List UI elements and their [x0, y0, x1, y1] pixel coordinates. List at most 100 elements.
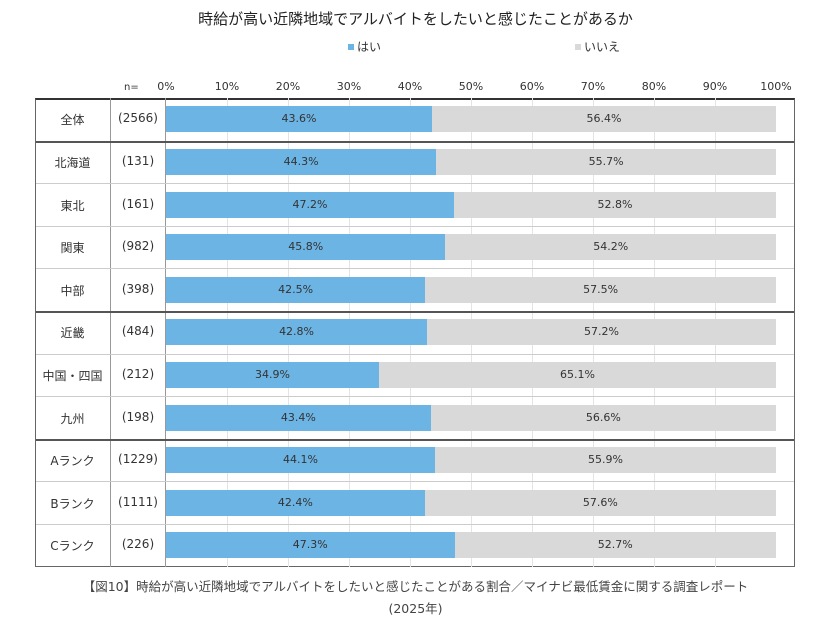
bar-no: [378, 361, 776, 388]
category-label: Bランク: [50, 496, 95, 511]
bar-yes: [166, 106, 432, 133]
chart-title: 時給が高い近隣地域でアルバイトをしたいと感じたことがあるか: [198, 10, 633, 28]
data-label: 52.8%: [597, 197, 633, 211]
data-label: 44.3%: [283, 154, 319, 168]
bar-yes: [166, 532, 455, 559]
sample-size: (161): [121, 196, 155, 211]
bar-no: [431, 106, 776, 133]
bar-yes: [166, 148, 437, 175]
data-label: 43.4%: [280, 410, 316, 424]
legend-label-yes: はい: [357, 40, 382, 54]
data-label: 45.8%: [288, 240, 324, 254]
bar-yes: [166, 489, 425, 516]
bar-no: [430, 404, 776, 431]
data-label: 44.1%: [283, 453, 318, 467]
chart-frame: [35, 98, 795, 567]
data-label: 57.2%: [584, 325, 619, 339]
x-tick-label: 40%: [397, 80, 423, 93]
data-label: 55.7%: [588, 154, 624, 168]
row-separator: [36, 311, 794, 313]
data-label: 65.1%: [559, 367, 595, 381]
data-label: 56.4%: [586, 112, 622, 126]
data-label: 43.6%: [281, 112, 317, 126]
data-label: 42.4%: [277, 495, 313, 509]
x-tick-label: 90%: [702, 80, 728, 93]
category-label: Cランク: [50, 539, 95, 554]
bar-no: [436, 148, 776, 175]
legend-item-no: いいえ: [575, 38, 620, 55]
caption: 【図10】時給が高い近隣地域でアルバイトをしたいと感じたことがある割合／マイナビ…: [0, 576, 831, 620]
n-label: n=: [124, 82, 139, 93]
bar-yes: [166, 361, 379, 388]
row-separator: [36, 353, 794, 355]
x-tick-label: 10%: [214, 80, 240, 93]
row-separator: [36, 268, 794, 270]
category-label: Aランク: [50, 454, 95, 469]
category-label: 全体: [60, 113, 85, 128]
row-separator: [36, 396, 794, 398]
category-label: 九州: [60, 411, 85, 426]
legend-item-yes: はい: [348, 38, 381, 55]
data-label: 47.2%: [292, 197, 328, 211]
data-label: 56.6%: [585, 410, 621, 424]
bar-yes: [166, 447, 435, 474]
category-label: 近畿: [60, 326, 85, 341]
data-label: 47.3%: [292, 538, 328, 552]
bar-no: [445, 234, 776, 261]
sample-size: (398): [121, 281, 155, 296]
data-label: 42.5%: [278, 282, 314, 296]
bar-yes: [166, 404, 431, 431]
bar-no: [424, 489, 776, 516]
label-col-divider: [110, 98, 111, 567]
data-label: 54.2%: [593, 240, 629, 254]
x-tick-label: 20%: [275, 80, 301, 93]
x-tick-label: 80%: [641, 80, 667, 93]
bar-yes: [166, 191, 454, 218]
row-separator: [36, 481, 794, 483]
sample-size: (2566): [118, 111, 158, 126]
legend-swatch-yes: [348, 43, 354, 50]
sample-size: (982): [121, 239, 155, 254]
category-label: 中部: [60, 283, 85, 298]
bar-yes: [166, 276, 426, 303]
data-label: 52.7%: [597, 538, 633, 552]
bar-yes: [166, 234, 446, 261]
bar-yes: [166, 319, 428, 346]
category-label: 北海道: [54, 155, 91, 170]
row-separator: [36, 438, 794, 441]
data-label: 34.9%: [254, 367, 290, 381]
bar-no: [427, 319, 776, 346]
row-separator: [36, 183, 794, 185]
bar-no: [453, 191, 776, 218]
sample-size: (212): [121, 366, 155, 381]
row-separator: [36, 140, 794, 143]
row-separator: [36, 225, 794, 227]
n-col-divider: [165, 98, 166, 567]
data-label: 57.6%: [582, 495, 618, 509]
x-tick-label: 50%: [458, 80, 484, 93]
sample-size: (1111): [118, 494, 158, 509]
category-label: 東北: [60, 198, 85, 213]
data-label: 42.8%: [279, 325, 315, 339]
bar-no: [425, 276, 776, 303]
caption-line-1: 【図10】時給が高い近隣地域でアルバイトをしたいと感じたことがある割合／マイナビ…: [82, 579, 749, 594]
x-tick-label: 30%: [336, 80, 362, 93]
bar-no: [435, 447, 776, 474]
category-label: 関東: [60, 241, 85, 256]
x-tick-label: 70%: [580, 80, 606, 93]
data-label: 55.9%: [588, 453, 623, 467]
legend-swatch-no: [575, 43, 581, 50]
legend-label-no: いいえ: [584, 40, 621, 54]
sample-size: (226): [121, 537, 155, 552]
row-separator: [36, 524, 794, 525]
x-tick-label: 100%: [760, 80, 792, 93]
category-label: 中国・四国: [42, 368, 103, 383]
sample-size: (1229): [118, 452, 158, 467]
caption-line-2: (2025年): [388, 601, 443, 616]
sample-size: (484): [121, 324, 155, 339]
data-label: 57.5%: [583, 282, 619, 296]
x-tick-label: 0%: [157, 80, 175, 93]
sample-size: (131): [121, 153, 155, 168]
sample-size: (198): [121, 409, 155, 424]
x-tick-label: 60%: [519, 80, 545, 93]
